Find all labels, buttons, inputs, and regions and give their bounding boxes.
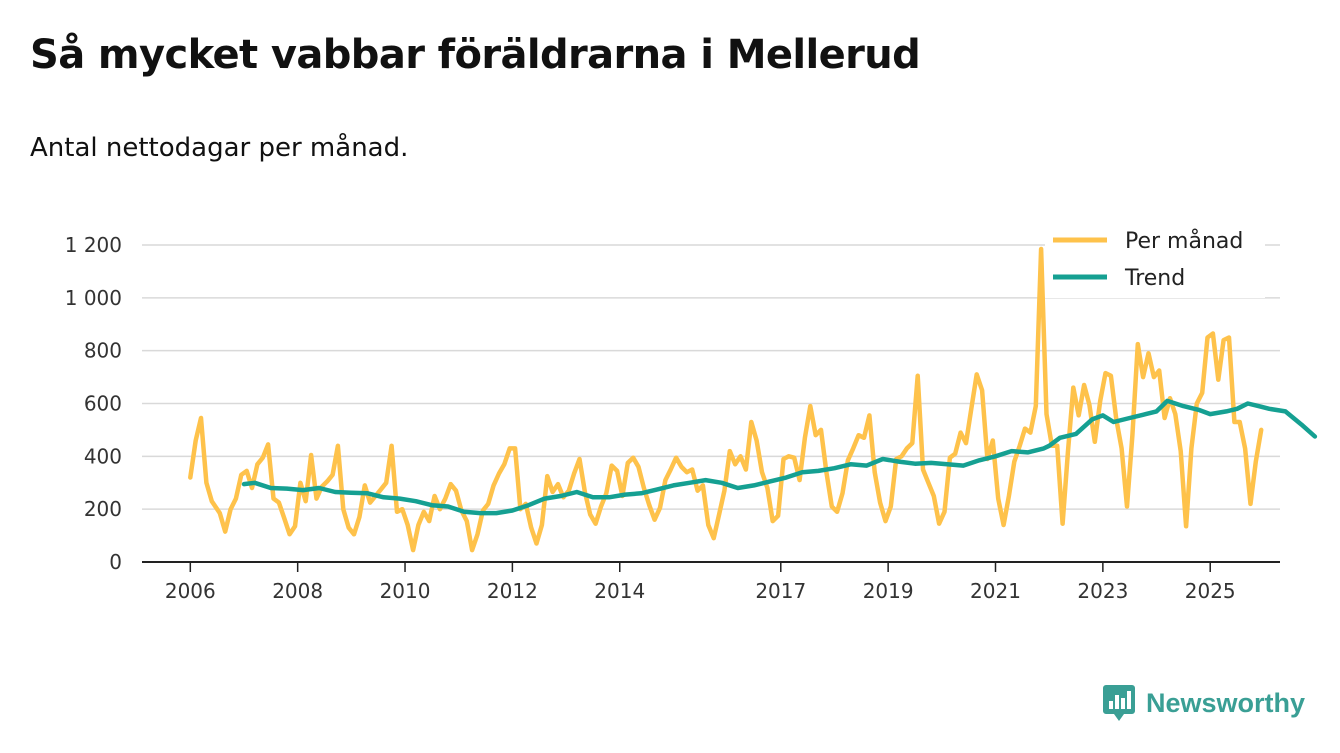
x-tick-label: 2025 [1185, 579, 1236, 603]
y-axis-ticks: 0 200 400 600 800 1 000 1 200 [65, 233, 122, 574]
legend: Per månad Trend [1045, 222, 1265, 298]
chart-title: Så mycket vabbar föräldrarna i Mellerud [30, 32, 921, 78]
x-axis-ticks: 2006 2008 2010 2012 2014 2017 2019 2021 2023 2025 [165, 562, 1236, 603]
x-tick-label: 2019 [863, 579, 914, 603]
newsworthy-brand: Newsworthy [1102, 683, 1305, 723]
x-tick-label: 2017 [755, 579, 806, 603]
x-tick-label: 2010 [380, 579, 431, 603]
legend-label: Per månad [1125, 228, 1243, 254]
x-tick-label: 2006 [165, 579, 216, 603]
newsworthy-logo-icon [1103, 685, 1135, 721]
chart-subtitle: Antal nettodagar per månad. [30, 133, 409, 163]
x-tick-label: 2023 [1077, 579, 1128, 603]
y-tick-label: 0 [109, 550, 122, 574]
x-tick-label: 2014 [594, 579, 645, 603]
x-tick-label: 2021 [970, 579, 1021, 603]
legend-label: Trend [1124, 266, 1185, 291]
series-lines [188, 246, 1318, 553]
y-tick-label: 600 [84, 392, 122, 416]
brand-name: Newsworthy [1146, 687, 1306, 718]
series-line-trend [241, 398, 1318, 516]
x-tick-label: 2012 [487, 579, 538, 603]
series-line-per-manad [188, 246, 1264, 553]
x-tick-label: 2008 [272, 579, 323, 603]
legend-background [1045, 222, 1265, 298]
y-tick-label: 1 000 [65, 286, 122, 310]
y-tick-label: 400 [84, 444, 122, 468]
y-tick-label: 200 [84, 497, 122, 521]
y-tick-label: 1 200 [65, 233, 122, 257]
y-tick-label: 800 [84, 339, 122, 363]
